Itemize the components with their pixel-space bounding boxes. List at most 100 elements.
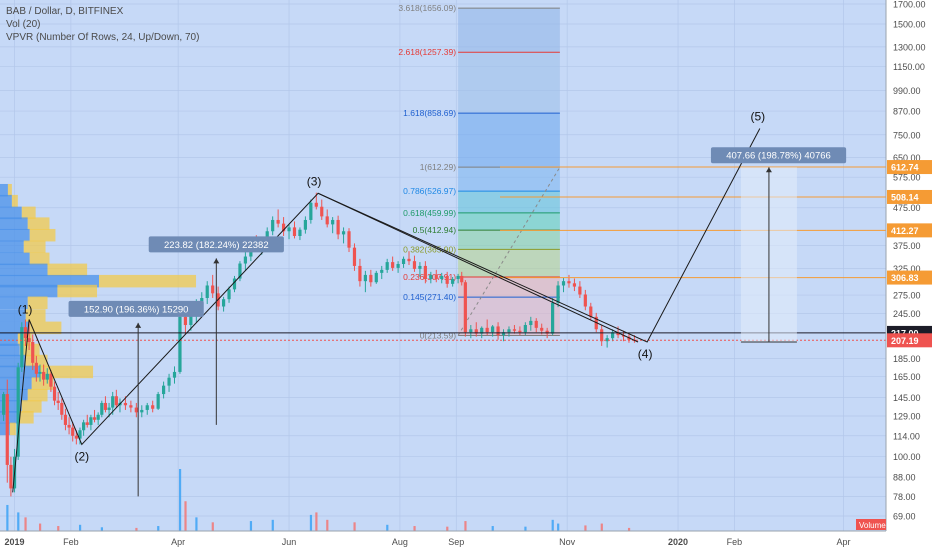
vpvr-row-down	[31, 377, 54, 390]
vpvr-row-up	[0, 354, 26, 368]
vpvr-row-down	[27, 217, 50, 230]
vpvr-row-down	[29, 228, 56, 242]
volume-bar	[271, 519, 274, 531]
candle-body	[162, 385, 166, 395]
symbol-title[interactable]: BAB / Dollar, D, BITFINEX	[6, 6, 124, 17]
vpvr-row-down	[11, 194, 18, 208]
volume-bar	[386, 524, 389, 531]
price-axis-tick-label: 245.00	[893, 309, 921, 319]
candle-body	[145, 405, 149, 410]
volume-bar	[413, 526, 416, 531]
price-axis-tick-label: 114.00	[893, 431, 920, 441]
candle-body	[78, 430, 82, 439]
price-axis-tick-label: 990.00	[893, 86, 921, 96]
fib-level-label: 0.145(271.40)	[403, 292, 456, 302]
volume-indicator-label[interactable]: Vol (20)	[6, 19, 41, 30]
candle-body	[45, 373, 49, 380]
price-axis-tick-label: 88.00	[893, 473, 916, 483]
wave-label: (1)	[18, 303, 33, 317]
fib-zone	[458, 113, 560, 168]
candle-body	[589, 306, 593, 317]
volume-bar	[211, 522, 214, 531]
wave-label: (5)	[751, 109, 766, 123]
candle-body	[298, 229, 302, 236]
price-axis-tick-label: 1700.00	[893, 0, 926, 10]
candle-body	[221, 299, 226, 307]
wave-label: (4)	[638, 347, 653, 361]
time-axis[interactable]: 2019 Feb Apr Jun Aug Sep Nov 2020 Feb Apr	[5, 537, 851, 547]
vpvr-row-down	[9, 422, 16, 436]
candle-body	[325, 216, 329, 225]
candle-body	[281, 223, 286, 232]
candle-body	[178, 316, 182, 372]
candle-body	[303, 219, 307, 230]
candle-body	[412, 261, 417, 269]
volume-bar	[557, 523, 560, 531]
price-axis[interactable]: 1700.00 1500.00 1300.00 1150.00 990.00 870.00…	[893, 0, 926, 522]
candle-body	[578, 286, 582, 295]
candle-body	[123, 402, 128, 406]
volume-bar	[184, 501, 187, 531]
measure-label-box	[710, 147, 847, 164]
price-axis-tick-label: 165.00	[893, 372, 921, 382]
price-axis-tick-label: 69.00	[893, 512, 916, 522]
vpvr-row-up	[0, 400, 22, 413]
fib-level-label: 1(612.29)	[420, 162, 457, 172]
candle-body	[474, 329, 478, 334]
candle-body	[265, 231, 269, 241]
vpvr-row-down	[7, 183, 12, 197]
candle-body	[103, 402, 108, 410]
fib-level-label: 3.618(1656.09)	[398, 3, 456, 13]
volume-bar	[315, 512, 318, 531]
candle-body	[60, 402, 64, 415]
candle-body	[63, 414, 68, 425]
fib-zone	[458, 277, 560, 298]
candle-body	[369, 274, 373, 283]
candle-body	[42, 371, 46, 380]
price-axis-tick-label: 1300.00	[893, 42, 926, 52]
candle-body	[512, 329, 517, 331]
price-tags: 612.74508.14412.27306.83217.00207.19Volu…	[856, 160, 932, 530]
candle-body	[523, 325, 527, 333]
candle-body	[551, 302, 555, 334]
candle-body	[172, 371, 177, 378]
price-tag-text: 306.83	[891, 273, 919, 283]
volume-bar	[249, 521, 253, 531]
wave-label: (2)	[74, 449, 89, 463]
candle-body	[480, 327, 484, 334]
measure-arrow	[135, 322, 142, 328]
vpvr-row-down	[19, 343, 40, 357]
vpvr-row-up	[0, 194, 12, 208]
vpvr-row-up	[0, 240, 24, 254]
price-axis-tick-label: 275.00	[893, 291, 921, 301]
measure-label-text: 407.66 (198.78%) 40766	[726, 151, 831, 162]
candle-body	[31, 342, 35, 363]
vpvr-indicator-label[interactable]: VPVR (Number Of Rows, 24, Up/Down, 70)	[6, 32, 200, 43]
candle-body	[287, 227, 291, 232]
vpvr-row-up	[0, 333, 18, 346]
candle-body	[567, 281, 571, 284]
fib-level-label: 0.786(526.97)	[403, 186, 456, 196]
vpvr-row-up	[0, 183, 8, 197]
candle-body	[572, 283, 577, 287]
candle-body	[238, 263, 242, 279]
volume-bar	[600, 523, 603, 531]
vpvr-row-down	[27, 296, 48, 310]
candle-body	[529, 320, 533, 326]
measure-arrow	[213, 258, 220, 264]
fib-level-label: 0(213.59)	[420, 330, 457, 340]
time-axis-tick-label: Jun	[282, 537, 297, 547]
candle-body	[407, 258, 411, 262]
volume-bar	[491, 526, 494, 531]
volume-bar	[38, 523, 42, 531]
fib-level-label: 0.382(365.90)	[403, 244, 456, 254]
volume-bar	[551, 519, 554, 531]
price-axis-tick-label: 750.00	[893, 130, 921, 140]
candle-body	[545, 330, 549, 334]
volume-bar	[627, 527, 631, 531]
fib-level-label: 1.618(858.69)	[403, 108, 456, 118]
candle-body	[363, 274, 367, 282]
candlesticks	[2, 192, 637, 497]
price-tag-box	[887, 160, 932, 175]
